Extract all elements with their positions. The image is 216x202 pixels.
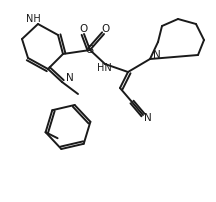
Text: NH: NH <box>26 14 40 24</box>
Text: N: N <box>66 73 74 83</box>
Text: N: N <box>144 113 152 123</box>
Text: N: N <box>153 50 161 60</box>
Text: S: S <box>86 45 94 55</box>
Text: HN: HN <box>97 63 111 73</box>
Text: O: O <box>101 24 109 34</box>
Text: O: O <box>79 24 87 34</box>
